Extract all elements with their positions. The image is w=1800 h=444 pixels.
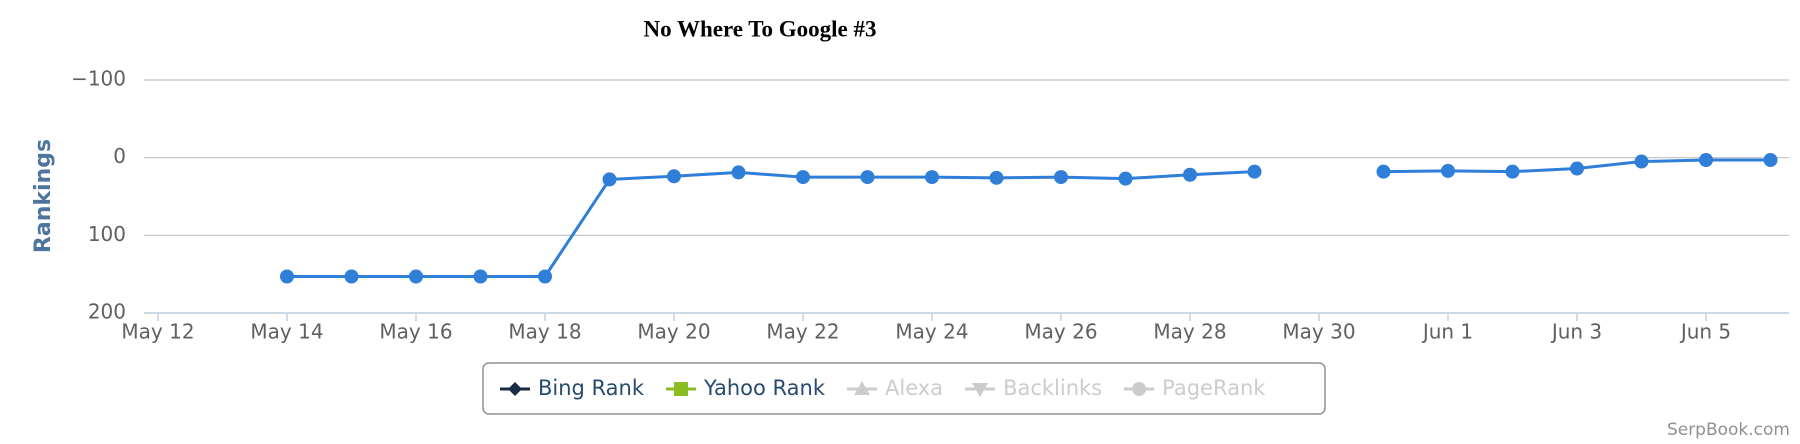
x-tick-label: Jun 1 [1421, 320, 1473, 344]
x-tick-label: May 12 [121, 320, 194, 344]
x-tick-label: Jun 5 [1679, 320, 1731, 344]
x-tick-label: May 16 [379, 320, 452, 344]
data-point [602, 172, 617, 187]
data-point [1634, 154, 1649, 169]
data-point [344, 269, 359, 284]
data-point [1763, 152, 1778, 167]
legend-symbol [674, 382, 689, 396]
data-point [1441, 163, 1455, 178]
data-point [796, 170, 810, 185]
data-point [1183, 167, 1197, 182]
data-point [1376, 164, 1391, 179]
y-tick-label: −100 [71, 67, 126, 91]
data-point [860, 170, 875, 185]
legend-symbol [854, 381, 870, 395]
legend-label[interactable]: Yahoo Rank [703, 376, 826, 400]
data-point [1699, 152, 1713, 167]
x-tick-label: May 30 [1282, 320, 1355, 344]
x-tick-label: Jun 3 [1550, 320, 1602, 344]
x-tick-label: May 14 [250, 320, 323, 344]
data-point [1054, 170, 1068, 185]
credit: SerpBook.com [1667, 420, 1790, 440]
data-point [473, 269, 488, 284]
legend-label[interactable]: Bing Rank [538, 376, 645, 400]
x-tick-label: May 18 [508, 320, 581, 344]
chart-title: No Where To Google #3 [644, 16, 877, 41]
legend-box [482, 362, 1326, 415]
legend-label[interactable]: Alexa [885, 376, 943, 400]
data-point [538, 269, 552, 284]
data-point [1505, 164, 1520, 179]
x-tick-label: May 26 [1024, 320, 1097, 344]
data-point [731, 165, 746, 180]
y-tick-label: 0 [113, 144, 126, 168]
data-point [925, 170, 939, 185]
legend-symbol [508, 382, 522, 396]
data-point [1570, 161, 1584, 176]
series-line [287, 170, 1255, 278]
y-axis-label: Rankings [31, 139, 56, 253]
x-tick-label: May 20 [637, 320, 710, 344]
y-tick-label: 200 [88, 300, 126, 324]
data-point [989, 170, 1004, 185]
data-point [667, 169, 681, 184]
data-point [409, 269, 423, 284]
data-point [1247, 164, 1262, 179]
legend-label[interactable]: Backlinks [1003, 376, 1102, 400]
x-tick-label: May 22 [766, 320, 839, 344]
legend-symbol [972, 383, 989, 397]
x-tick-label: May 24 [895, 320, 968, 344]
legend-label[interactable]: PageRank [1162, 376, 1266, 400]
legend-symbol [1132, 382, 1147, 396]
data-point [1118, 171, 1133, 186]
data-point [280, 269, 294, 284]
y-tick-label: 100 [88, 222, 126, 246]
x-tick-label: May 28 [1153, 320, 1226, 344]
